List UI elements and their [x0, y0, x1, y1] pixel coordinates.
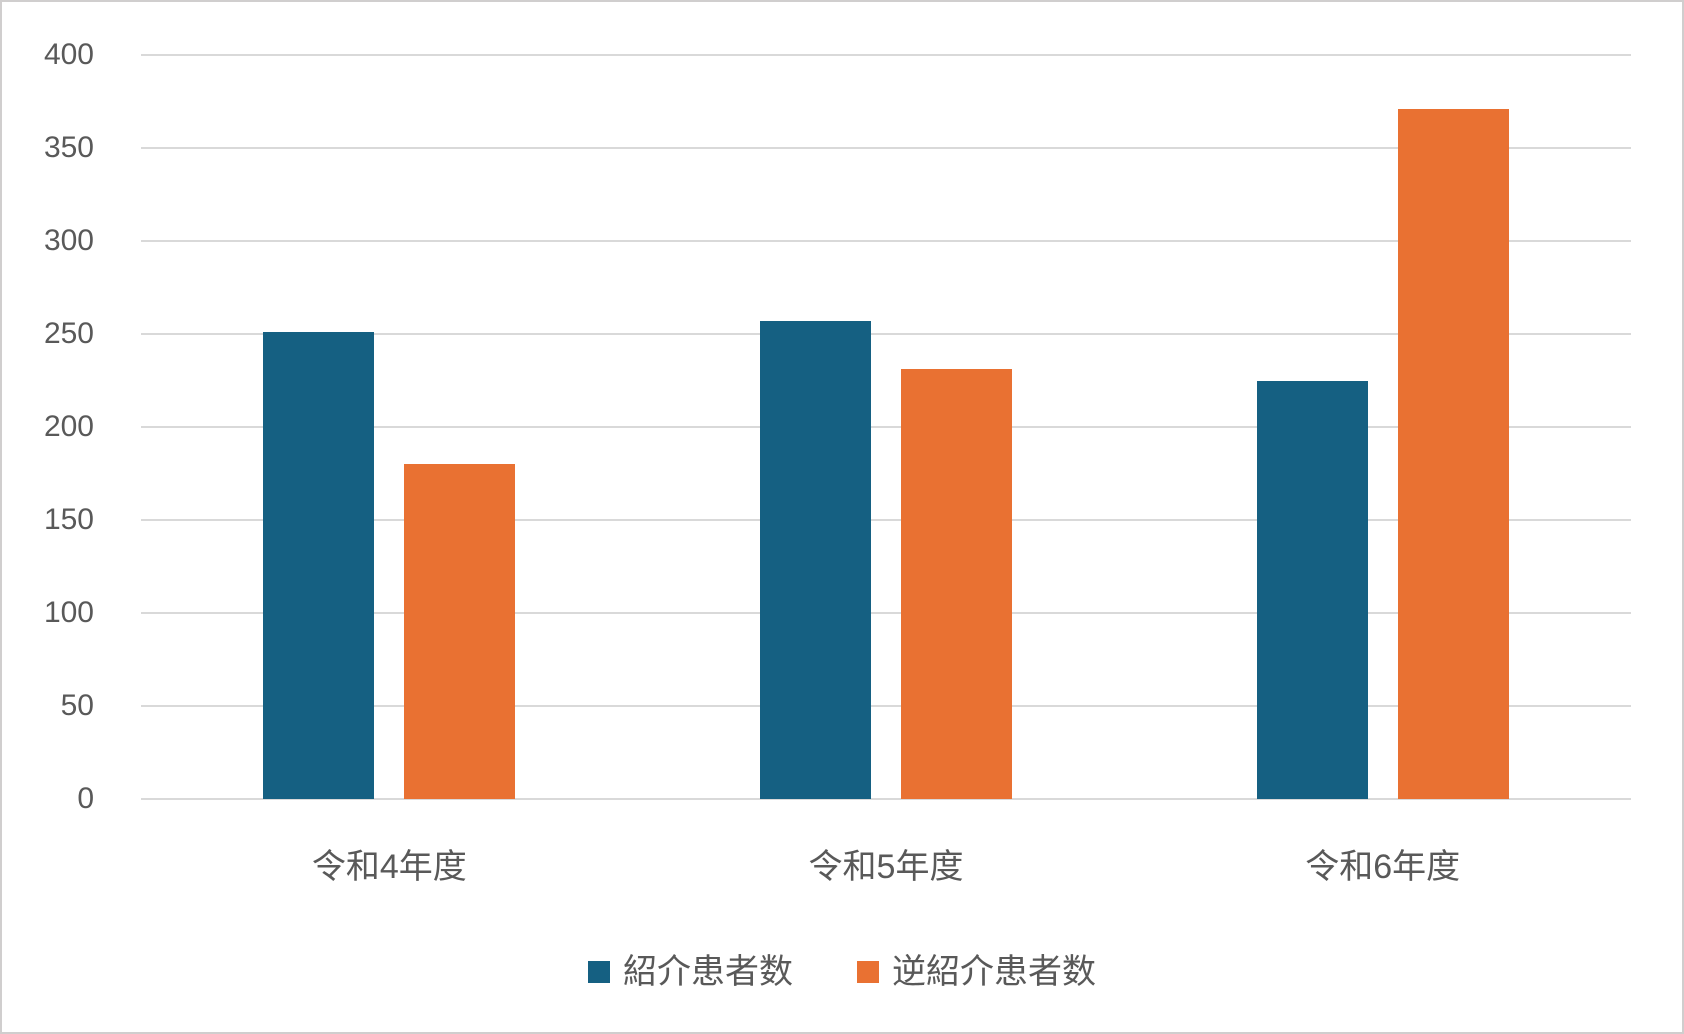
gridline-0 [141, 798, 1631, 800]
legend-item-2: 逆紹介患者数 [857, 950, 1096, 994]
bar-group-category-3 [1134, 55, 1631, 799]
legend-swatch-icon-1 [588, 961, 610, 983]
x-axis-category-label-2: 令和5年度 [808, 848, 964, 886]
bar-series-2-category-2 [900, 369, 1012, 799]
bar-row-category-2 [638, 55, 1135, 799]
legend-swatch-icon-2 [857, 961, 879, 983]
gridline-350 [141, 147, 1631, 149]
bar-series-1-category-2 [759, 320, 871, 799]
x-axis-category-label-3: 令和6年度 [1305, 848, 1461, 886]
bar-series-2-category-3 [1397, 108, 1509, 799]
bar-series-1-category-3 [1256, 380, 1368, 799]
y-tick-label-150: 150 [43, 503, 94, 536]
gridline-250 [141, 333, 1631, 335]
y-axis: 0 50 100 150 200 250 300 350 400 [2, 38, 141, 815]
gridline-400 [141, 54, 1631, 56]
y-tick-label-50: 50 [60, 689, 94, 722]
gridline-300 [141, 240, 1631, 242]
x-axis-category-label-1: 令和4年度 [311, 848, 467, 886]
y-tick-label-400: 400 [43, 38, 94, 71]
y-tick-label-350: 350 [43, 131, 94, 164]
plot-area [141, 54, 1631, 800]
gridline-100 [141, 612, 1631, 614]
bar-series-1-category-1 [263, 332, 375, 799]
bar-group-category-2 [638, 55, 1135, 799]
y-tick-label-0: 0 [77, 782, 94, 815]
legend: 紹介患者数 逆紹介患者数 [2, 950, 1682, 994]
legend-label-1: 紹介患者数 [623, 953, 793, 991]
y-tick-label-100: 100 [43, 596, 94, 629]
x-axis: 令和4年度 令和5年度 令和6年度 [141, 845, 1631, 905]
gridline-50 [141, 705, 1631, 707]
bar-group-category-1 [141, 55, 638, 799]
legend-item-1: 紹介患者数 [588, 950, 793, 994]
gridline-200 [141, 426, 1631, 428]
bar-row-category-3 [1134, 55, 1631, 799]
y-tick-label-200: 200 [43, 410, 94, 443]
y-tick-label-300: 300 [43, 224, 94, 257]
gridline-150 [141, 519, 1631, 521]
legend-label-2: 逆紹介患者数 [892, 953, 1096, 991]
y-tick-label-250: 250 [43, 317, 94, 350]
bar-row-category-1 [141, 55, 638, 799]
bar-series-2-category-1 [404, 464, 516, 799]
